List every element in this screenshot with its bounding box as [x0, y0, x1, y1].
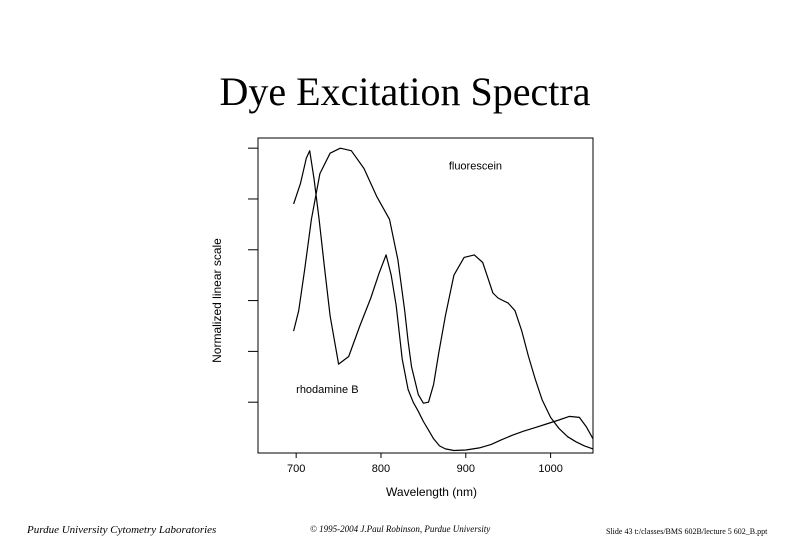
footer-copyright: © 1995-2004 J.Paul Robinson, Purdue Univ… — [310, 524, 491, 534]
annotation-fluorescein: fluorescein — [449, 161, 502, 173]
series-line-rhodamine-b — [293, 147, 594, 450]
x-axis-label: Wavelength (nm) — [386, 485, 477, 499]
series-line-fluorescein — [293, 150, 594, 452]
y-axis-label: Normalized linear scale — [210, 238, 224, 363]
annotation-rhodamine-b: rhodamine B — [296, 384, 358, 396]
x-tick-label: 800 — [372, 463, 390, 475]
footer-lab-name: Purdue University Cytometry Laboratories — [27, 524, 217, 536]
x-tick-label: 700 — [287, 463, 305, 475]
slide-title: Dye Excitation Spectra — [219, 69, 591, 114]
x-tick-label: 1000 — [538, 463, 562, 475]
plot-frame — [257, 137, 594, 454]
x-tick-label: 900 — [457, 463, 475, 475]
footer-slide-info: Slide 43 t:/classes/BMS 602B/lecture 5 6… — [606, 527, 768, 536]
